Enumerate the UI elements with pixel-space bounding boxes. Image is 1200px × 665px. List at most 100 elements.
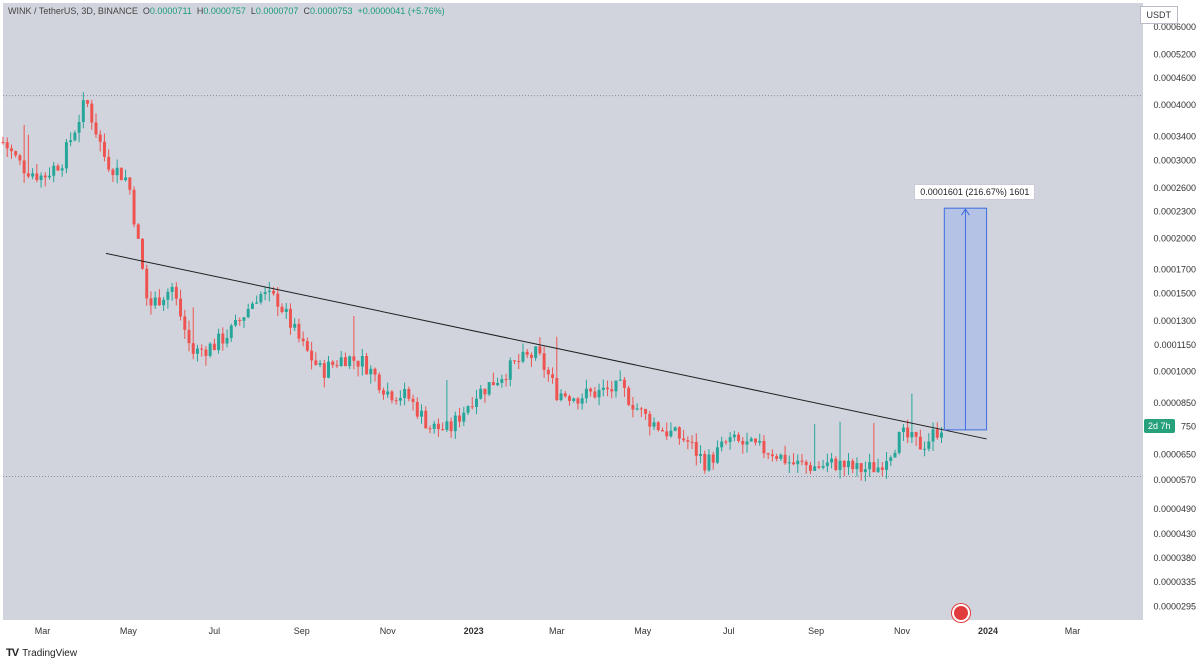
candle-body xyxy=(880,467,884,470)
candle-body xyxy=(453,415,457,432)
candle-body xyxy=(644,408,648,414)
candle-body xyxy=(918,436,922,450)
candle-body xyxy=(927,441,931,449)
candle-body xyxy=(212,343,216,351)
open-label: O xyxy=(142,6,150,16)
close-label: C xyxy=(303,6,310,16)
candle-body xyxy=(356,360,360,367)
candle-body xyxy=(394,400,398,402)
us-flag-icon[interactable] xyxy=(951,604,970,622)
tradingview-footer[interactable]: TV TradingView xyxy=(6,647,77,659)
currency-button[interactable]: USDT xyxy=(1139,6,1178,24)
candle-body xyxy=(200,348,204,350)
candle-body xyxy=(365,355,369,375)
tradingview-logo-icon: TV xyxy=(6,647,19,659)
x-tick-label: Sep xyxy=(808,626,824,636)
candle-body xyxy=(491,382,495,386)
candle-body xyxy=(348,356,352,367)
x-tick-label: Nov xyxy=(380,626,397,636)
candle-body xyxy=(589,388,593,392)
candle-body xyxy=(26,173,30,177)
y-tick-label: 0.0006000 xyxy=(1153,22,1196,32)
candle-body xyxy=(872,462,876,473)
candle-body xyxy=(694,441,698,456)
candle-body xyxy=(64,142,68,169)
candle-body xyxy=(529,354,533,358)
candle-body xyxy=(728,437,732,443)
candle-body xyxy=(770,454,774,457)
candle-body xyxy=(601,387,605,390)
candle-body xyxy=(466,406,470,413)
candle-body xyxy=(910,432,914,438)
candle-body xyxy=(546,369,550,375)
y-tick-label: 0.0002600 xyxy=(1153,183,1196,193)
candle-body xyxy=(863,469,867,473)
candle-body xyxy=(766,453,770,455)
candle-body xyxy=(352,356,356,361)
candle-body xyxy=(838,460,842,471)
candle-body xyxy=(191,343,195,354)
candle-body xyxy=(208,343,212,356)
candle-body xyxy=(9,148,13,152)
candle-body xyxy=(787,462,791,464)
candle-body xyxy=(441,429,445,431)
tradingview-brand: TradingView xyxy=(22,647,78,659)
candle-body xyxy=(102,141,106,157)
candle-body xyxy=(52,165,56,176)
candle-body xyxy=(73,132,77,141)
candle-body xyxy=(732,434,736,438)
candle-body xyxy=(267,290,271,293)
candle-body xyxy=(597,389,601,398)
x-tick-label: Mar xyxy=(35,626,51,636)
candle-body xyxy=(234,320,237,326)
candle-body xyxy=(39,175,43,181)
low-value: 0.0000707 xyxy=(255,6,299,16)
y-tick-label: 0.0000380 xyxy=(1153,553,1196,563)
candle-body xyxy=(483,388,487,395)
candle-body xyxy=(745,441,749,445)
candle-body xyxy=(81,100,85,122)
candle-body xyxy=(703,453,707,471)
x-tick-label: May xyxy=(120,626,138,636)
candle-body xyxy=(305,341,309,351)
candle-body xyxy=(572,398,576,401)
current-price-label: 750 xyxy=(1181,421,1196,431)
candle-body xyxy=(187,329,191,344)
candle-body xyxy=(398,398,402,401)
candle-body xyxy=(618,379,622,381)
candle-body xyxy=(762,440,766,454)
x-tick-label: 2023 xyxy=(464,626,484,636)
candle-body xyxy=(804,461,808,466)
candle-body xyxy=(648,413,652,427)
candle-body xyxy=(800,460,804,462)
candle-body xyxy=(593,391,597,398)
y-tick-label: 0.0001500 xyxy=(1153,289,1196,299)
close-value: 0.0000753 xyxy=(309,6,353,16)
candle-body xyxy=(825,462,829,467)
candle-body xyxy=(711,454,715,463)
candle-body xyxy=(170,286,174,292)
candle-body xyxy=(221,333,225,344)
candle-body xyxy=(584,388,588,399)
candle-body xyxy=(149,298,153,306)
candle-body xyxy=(669,430,673,437)
candle-body xyxy=(276,293,280,307)
candle-body xyxy=(914,432,918,437)
candle-body xyxy=(162,299,166,306)
candle-body xyxy=(428,428,432,430)
candle-body xyxy=(470,406,474,408)
y-tick-label: 0.0001700 xyxy=(1153,265,1196,275)
candle-body xyxy=(136,224,140,239)
candle-body xyxy=(479,388,483,399)
candle-body xyxy=(343,357,347,367)
candle-body xyxy=(652,422,656,427)
candle-body xyxy=(263,292,267,295)
y-tick-label: 0.0000295 xyxy=(1153,601,1196,611)
candle-body xyxy=(403,389,407,399)
candle-body xyxy=(280,306,284,313)
candle-body xyxy=(792,462,796,465)
measure-label: 0.0001601 (216.67%) 1601 xyxy=(914,184,1036,201)
candle-body xyxy=(377,374,381,391)
